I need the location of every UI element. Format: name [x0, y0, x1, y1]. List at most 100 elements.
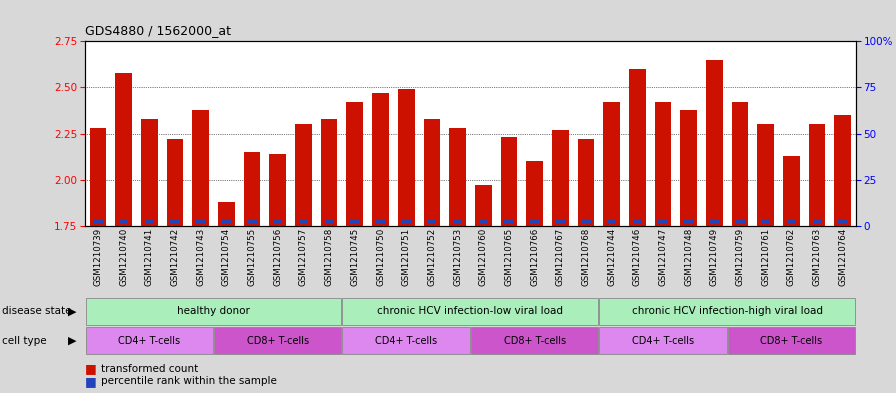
Bar — [732, 102, 748, 226]
Bar — [809, 124, 825, 226]
Bar — [218, 202, 235, 226]
Text: GSM1210751: GSM1210751 — [401, 228, 410, 286]
Text: disease state: disease state — [2, 307, 72, 316]
Bar — [757, 124, 774, 226]
Text: GSM1210760: GSM1210760 — [478, 228, 487, 286]
Text: CD4+ T-cells: CD4+ T-cells — [632, 336, 694, 346]
Bar — [342, 327, 470, 354]
Text: GSM1210739: GSM1210739 — [93, 228, 102, 286]
Bar — [834, 115, 851, 226]
Text: GSM1210765: GSM1210765 — [504, 228, 513, 286]
Bar — [633, 219, 642, 223]
Text: GSM1210753: GSM1210753 — [453, 228, 462, 286]
Bar — [350, 219, 359, 223]
Text: ▶: ▶ — [68, 307, 76, 316]
Text: GSM1210747: GSM1210747 — [659, 228, 668, 286]
Text: GSM1210745: GSM1210745 — [350, 228, 359, 286]
Bar — [501, 137, 517, 226]
Bar — [214, 327, 341, 354]
Text: GSM1210767: GSM1210767 — [556, 228, 564, 286]
Bar — [552, 130, 569, 226]
Bar — [710, 219, 719, 223]
Bar — [196, 219, 205, 223]
Bar — [376, 219, 385, 223]
Bar — [93, 219, 102, 223]
Bar — [526, 161, 543, 226]
Text: GSM1210746: GSM1210746 — [633, 228, 642, 286]
Bar — [783, 156, 800, 226]
Text: CD4+ T-cells: CD4+ T-cells — [118, 336, 180, 346]
Text: GSM1210743: GSM1210743 — [196, 228, 205, 286]
Bar — [728, 327, 855, 354]
Bar — [167, 139, 184, 226]
Text: GSM1210756: GSM1210756 — [273, 228, 282, 286]
Bar — [578, 139, 594, 226]
Text: CD8+ T-cells: CD8+ T-cells — [504, 336, 565, 346]
Bar — [398, 89, 415, 226]
Bar — [762, 219, 771, 223]
Bar — [295, 124, 312, 226]
Bar — [680, 110, 697, 226]
Text: cell type: cell type — [2, 336, 47, 346]
Text: GSM1210766: GSM1210766 — [530, 228, 539, 286]
Text: GSM1210754: GSM1210754 — [222, 228, 231, 286]
Bar — [116, 73, 132, 226]
Text: GSM1210744: GSM1210744 — [607, 228, 616, 286]
Bar — [141, 119, 158, 226]
Bar — [119, 219, 128, 223]
Bar — [342, 298, 599, 325]
Bar — [324, 219, 333, 223]
Text: CD8+ T-cells: CD8+ T-cells — [761, 336, 823, 346]
Bar — [86, 327, 213, 354]
Text: GSM1210742: GSM1210742 — [170, 228, 179, 286]
Text: GDS4880 / 1562000_at: GDS4880 / 1562000_at — [85, 24, 231, 37]
Bar — [244, 152, 261, 226]
Text: GSM1210763: GSM1210763 — [813, 228, 822, 286]
Bar — [582, 219, 590, 223]
Text: GSM1210750: GSM1210750 — [376, 228, 385, 286]
Bar — [247, 219, 256, 223]
Text: healthy donor: healthy donor — [177, 307, 250, 316]
Bar — [603, 102, 620, 226]
Bar — [347, 102, 363, 226]
Bar — [655, 102, 671, 226]
Bar — [839, 219, 848, 223]
Bar — [787, 219, 796, 223]
Text: CD8+ T-cells: CD8+ T-cells — [246, 336, 309, 346]
Bar — [86, 298, 341, 325]
Bar — [659, 219, 668, 223]
Bar — [471, 327, 599, 354]
Bar — [478, 219, 487, 223]
Text: GSM1210764: GSM1210764 — [839, 228, 848, 286]
Bar — [504, 219, 513, 223]
Text: GSM1210759: GSM1210759 — [736, 228, 745, 286]
Bar — [530, 219, 539, 223]
Bar — [706, 60, 723, 226]
Text: GSM1210768: GSM1210768 — [582, 228, 590, 286]
Text: GSM1210755: GSM1210755 — [247, 228, 256, 286]
Text: GSM1210748: GSM1210748 — [685, 228, 694, 286]
Text: GSM1210758: GSM1210758 — [324, 228, 333, 286]
Bar — [170, 219, 179, 223]
Bar — [401, 219, 410, 223]
Text: transformed count: transformed count — [101, 364, 199, 374]
Text: chronic HCV infection-low viral load: chronic HCV infection-low viral load — [377, 307, 564, 316]
Bar — [813, 219, 822, 223]
Text: GSM1210762: GSM1210762 — [787, 228, 796, 286]
Bar — [685, 219, 694, 223]
Bar — [90, 128, 107, 226]
Bar — [599, 327, 727, 354]
Text: ▶: ▶ — [68, 336, 76, 346]
Bar — [273, 219, 282, 223]
Text: GSM1210740: GSM1210740 — [119, 228, 128, 286]
Text: GSM1210749: GSM1210749 — [710, 228, 719, 286]
Bar — [607, 219, 616, 223]
Bar — [556, 219, 564, 223]
Bar — [193, 110, 209, 226]
Bar — [449, 128, 466, 226]
Bar — [453, 219, 462, 223]
Bar — [427, 219, 436, 223]
Text: GSM1210757: GSM1210757 — [299, 228, 308, 286]
Text: ■: ■ — [85, 375, 97, 388]
Bar — [736, 219, 745, 223]
